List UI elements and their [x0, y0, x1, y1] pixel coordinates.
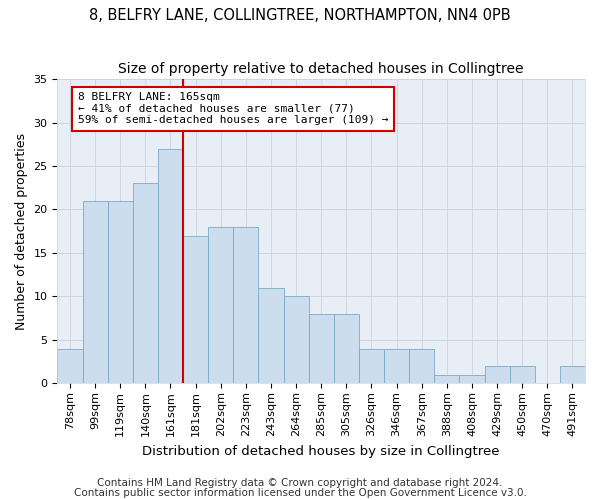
Bar: [133, 184, 158, 384]
Bar: [284, 296, 308, 384]
X-axis label: Distribution of detached houses by size in Collingtree: Distribution of detached houses by size …: [142, 444, 500, 458]
Bar: [58, 348, 83, 384]
Bar: [460, 374, 485, 384]
Bar: [560, 366, 585, 384]
Title: Size of property relative to detached houses in Collingtree: Size of property relative to detached ho…: [118, 62, 524, 76]
Bar: [208, 227, 233, 384]
Bar: [384, 348, 409, 384]
Bar: [434, 374, 460, 384]
Bar: [83, 201, 107, 384]
Bar: [485, 366, 509, 384]
Text: 8 BELFRY LANE: 165sqm
← 41% of detached houses are smaller (77)
59% of semi-deta: 8 BELFRY LANE: 165sqm ← 41% of detached …: [77, 92, 388, 126]
Bar: [107, 201, 133, 384]
Bar: [509, 366, 535, 384]
Text: Contains HM Land Registry data © Crown copyright and database right 2024.: Contains HM Land Registry data © Crown c…: [97, 478, 503, 488]
Bar: [259, 288, 284, 384]
Bar: [308, 314, 334, 384]
Bar: [334, 314, 359, 384]
Text: 8, BELFRY LANE, COLLINGTREE, NORTHAMPTON, NN4 0PB: 8, BELFRY LANE, COLLINGTREE, NORTHAMPTON…: [89, 8, 511, 22]
Text: Contains public sector information licensed under the Open Government Licence v3: Contains public sector information licen…: [74, 488, 526, 498]
Bar: [233, 227, 259, 384]
Bar: [409, 348, 434, 384]
Bar: [183, 236, 208, 384]
Bar: [359, 348, 384, 384]
Bar: [158, 148, 183, 384]
Y-axis label: Number of detached properties: Number of detached properties: [15, 132, 28, 330]
